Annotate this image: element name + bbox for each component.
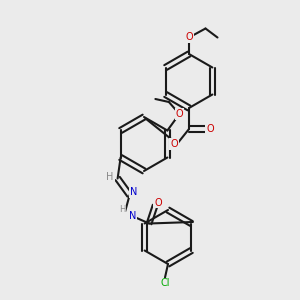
Text: N: N <box>129 211 136 221</box>
Text: Cl: Cl <box>160 278 170 289</box>
Text: O: O <box>206 124 214 134</box>
Text: O: O <box>170 139 178 149</box>
Text: H: H <box>106 172 114 182</box>
Text: O: O <box>176 109 183 119</box>
Text: O: O <box>185 32 193 43</box>
Text: H: H <box>119 206 125 214</box>
Text: N: N <box>130 187 138 197</box>
Text: O: O <box>154 197 162 208</box>
